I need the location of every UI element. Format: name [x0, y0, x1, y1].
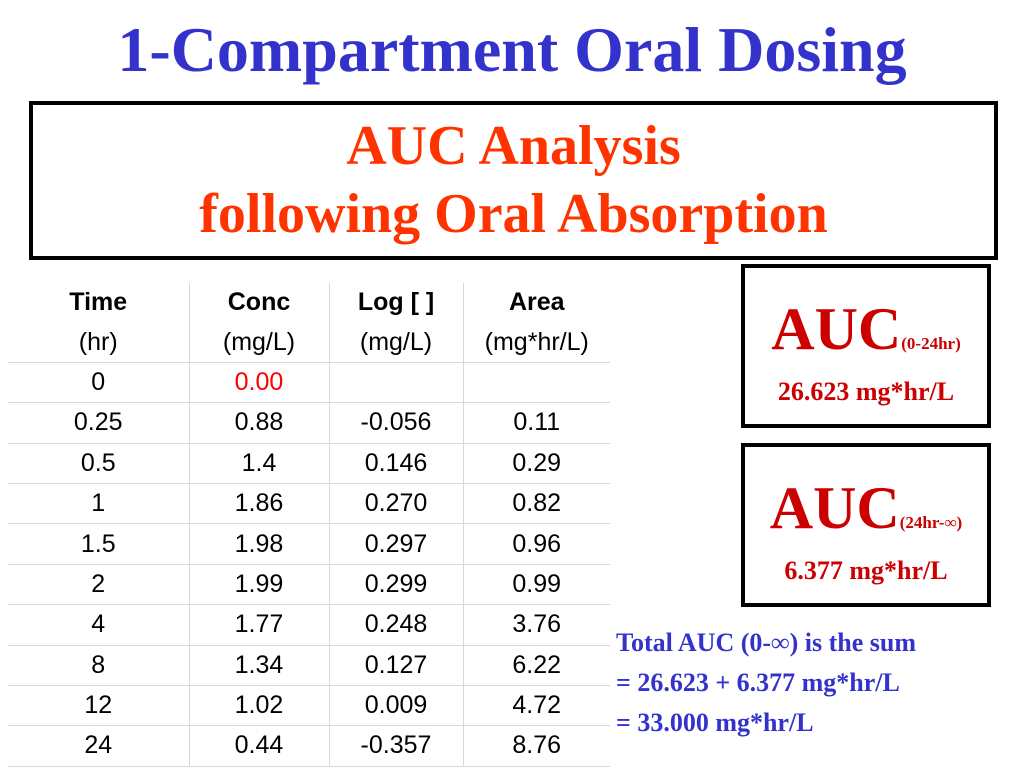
- table-row-time-cell: 0: [8, 362, 190, 404]
- table-row: 8 1.34 0.127 6.22: [8, 645, 610, 686]
- auc-value: 26.623 mg*hr/L: [777, 377, 955, 406]
- table-row-time-cell: 1: [8, 483, 190, 525]
- subtitle-line-1: AUC Analysis: [346, 115, 681, 177]
- table-row-time-cell: 12: [8, 685, 190, 727]
- table-row-conc-cell: 0.88: [189, 402, 330, 444]
- table-row: 0.25 0.88 -0.056 0.11: [8, 402, 610, 444]
- table-row: 4 1.77 0.248 3.76: [8, 604, 610, 646]
- table-row-conc-cell: 1.77: [189, 604, 330, 646]
- units-row: (hr) (mg/L) (mg/L) (mg*hr/L): [8, 322, 610, 363]
- summary-line-1: Total AUC (0-∞) is the sum: [616, 628, 916, 657]
- table-row-time-cell: 24: [8, 725, 190, 767]
- table-row-area-cell: 8.76: [463, 725, 610, 767]
- table-row-conc-cell: 0.00: [189, 362, 330, 404]
- auc-value: 6.377 mg*hr/L: [784, 556, 948, 585]
- table-row-time-cell: 1.5: [8, 523, 190, 565]
- total-auc-summary: Total AUC (0-∞) is the sum = 26.623 + 6.…: [616, 623, 1020, 743]
- table-row-conc-cell: 0.44: [189, 725, 330, 767]
- table-row-area-cell: 0.99: [463, 564, 610, 606]
- table-row: 24 0.44 -0.357 8.76: [8, 725, 610, 767]
- table-row-area-cell: 6.22: [463, 645, 610, 686]
- table-row: 2 1.99 0.299 0.99: [8, 564, 610, 606]
- units-row-log-cell: (mg/L): [329, 322, 464, 363]
- table-row-conc-cell: 1.99: [189, 564, 330, 606]
- table-row-time-cell: 8: [8, 645, 190, 686]
- table-row: 0.5 1.4 0.146 0.29: [8, 443, 610, 484]
- table-row-conc-cell: 1.86: [189, 483, 330, 525]
- table-row: 1.5 1.98 0.297 0.96: [8, 523, 610, 565]
- data-table: Time Conc Log [ ] Area (hr) (mg/L) (mg/L) (mg*h…: [8, 283, 610, 767]
- table-row-area-cell: 4.72: [463, 685, 610, 727]
- units-row-time-cell: (hr): [8, 322, 190, 363]
- summary-line-3: = 33.000 mg*hr/L: [616, 708, 814, 737]
- table-row: 0 0.00: [8, 362, 610, 404]
- table-row-log-cell: [329, 362, 464, 404]
- table-row-conc-cell: 1.98: [189, 523, 330, 565]
- table-row-conc-cell: 1.4: [189, 443, 330, 484]
- table-row-time-cell: 0.25: [8, 402, 190, 444]
- table-row-log-cell: 0.146: [329, 443, 464, 484]
- table-row-conc-cell: 1.34: [189, 645, 330, 686]
- header-row-area-cell: Area: [508, 288, 565, 317]
- table-row-area-cell: 0.82: [463, 483, 610, 525]
- table-row-log-cell: 0.270: [329, 483, 464, 525]
- table-row-time-cell: 4: [8, 604, 190, 646]
- table-row-area-cell: [463, 362, 610, 404]
- header-row-time-cell: Time: [8, 283, 190, 323]
- header-row: Time Conc Log [ ] Area: [8, 283, 610, 323]
- slide-title: 1-Compartment Oral Dosing: [117, 14, 907, 85]
- auc-box-0-24: AUC(0-24hr) 26.623 mg*hr/L: [741, 264, 991, 428]
- units-row-area-cell: (mg*hr/L): [463, 322, 610, 363]
- table-row-log-cell: 0.009: [329, 685, 464, 727]
- summary-line-2: = 26.623 + 6.377 mg*hr/L: [616, 668, 900, 697]
- auc-label: AUC(24hr-∞): [769, 475, 963, 541]
- auc-range: (0-24hr): [901, 334, 961, 353]
- subtitle-line-2: following Oral Absorption: [199, 183, 828, 245]
- table-row-area-cell: 0.29: [463, 443, 610, 484]
- subtitle-box: AUC Analysis following Oral Absorption: [29, 101, 998, 260]
- table-row-log-cell: 0.248: [329, 604, 464, 646]
- table-row-area-cell: 3.76: [463, 604, 610, 646]
- table-row-time-cell: 2: [8, 564, 190, 606]
- units-row-conc-cell: (mg/L): [189, 322, 330, 363]
- auc-label: AUC(0-24hr): [771, 296, 961, 362]
- table-row-log-cell: 0.127: [329, 645, 464, 686]
- header-row-log-cell: Log [ ]: [329, 283, 464, 323]
- header-row-conc-cell: Conc: [189, 283, 330, 323]
- table-row: 12 1.02 0.009 4.72: [8, 685, 610, 727]
- auc-box-24-inf: AUC(24hr-∞) 6.377 mg*hr/L: [741, 443, 991, 607]
- table-row-time-cell: 0.5: [8, 443, 190, 484]
- auc-range: (24hr-∞): [899, 513, 963, 532]
- data-table-body: Time Conc Log [ ] Area (hr) (mg/L) (mg/L) (mg*h…: [8, 283, 610, 767]
- table-row-area-cell: 0.96: [463, 523, 610, 565]
- table-row-log-cell: 0.297: [329, 523, 464, 565]
- table-row-conc-cell: 1.02: [189, 685, 330, 727]
- table-row-area-cell: 0.11: [463, 402, 610, 444]
- table-row-log-cell: 0.299: [329, 564, 464, 606]
- table-row-log-cell: -0.056: [329, 402, 464, 444]
- table-row: 1 1.86 0.270 0.82: [8, 483, 610, 525]
- table-row-log-cell: -0.357: [329, 725, 464, 767]
